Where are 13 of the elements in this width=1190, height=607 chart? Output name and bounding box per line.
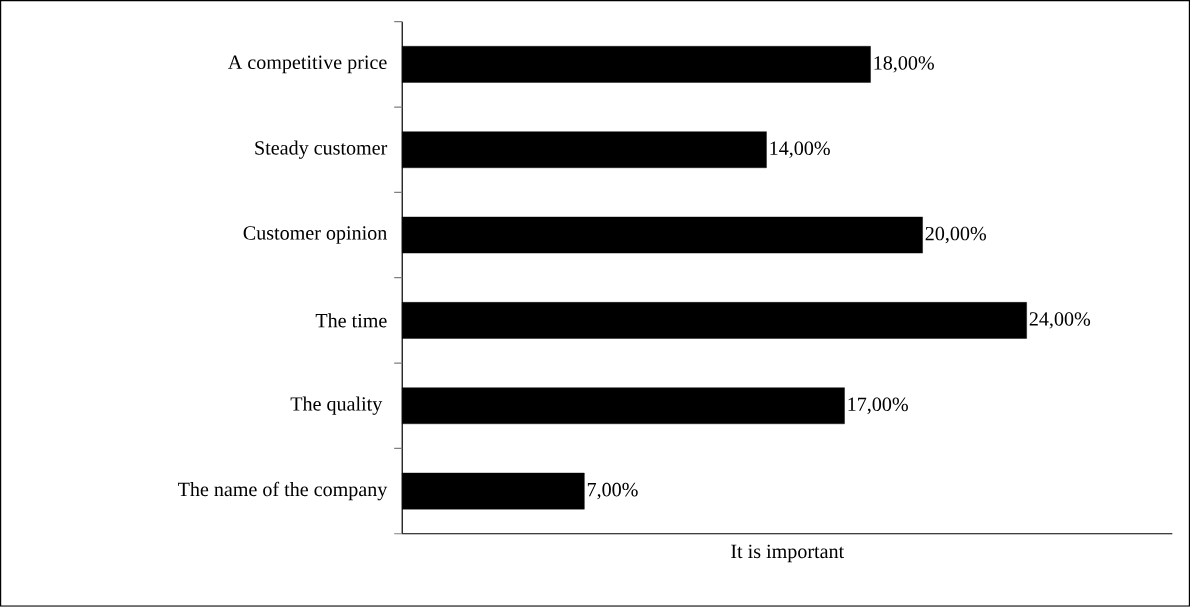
data-label: 14,00% bbox=[770, 141, 830, 159]
y-tick-label: The name of the company bbox=[178, 482, 388, 501]
data-label: 20,00% bbox=[925, 226, 987, 244]
data-label: 7,00% bbox=[587, 483, 638, 500]
data-label: 17,00% bbox=[848, 397, 908, 415]
data-label: 18,00% bbox=[874, 56, 934, 73]
data-label: 24,00% bbox=[1029, 312, 1091, 329]
x-axis-title: It is important bbox=[731, 544, 845, 563]
y-tick-label: The time bbox=[315, 313, 387, 328]
y-tick-label: A competitive price bbox=[228, 55, 387, 74]
y-tick-label: Customer opinion bbox=[243, 226, 387, 244]
y-tick-label: Steady customer bbox=[255, 140, 388, 159]
y-tick-label: The quality bbox=[290, 396, 383, 416]
